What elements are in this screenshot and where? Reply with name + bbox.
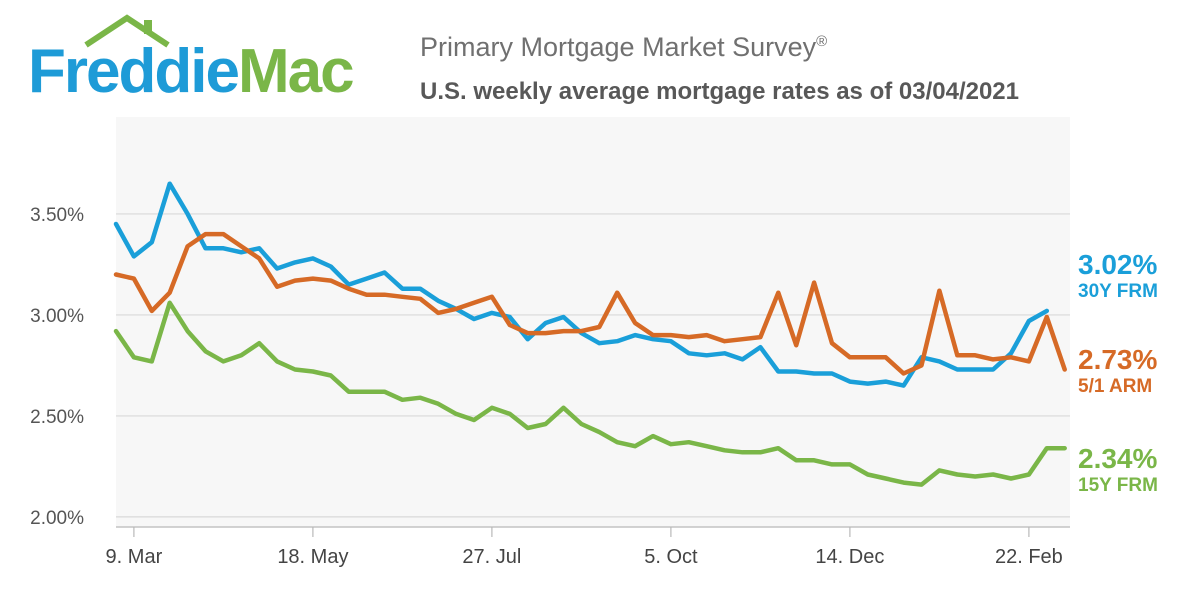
x-tick-label: 27. Jul	[462, 546, 521, 568]
chart-title-text: Primary Mortgage Market Survey	[420, 32, 817, 62]
series-line-5-1-arm	[113, 231, 1067, 376]
chart-subtitle: U.S. weekly average mortgage rates as of…	[420, 78, 1020, 105]
series-name-30y-frm: 30Y FRM	[1078, 281, 1158, 302]
series-lines	[113, 181, 1067, 487]
y-tick-label: 3.00%	[30, 306, 84, 327]
gridlines	[116, 213, 1070, 528]
end-value-30y-frm: 3.02%	[1078, 249, 1158, 280]
plot-background	[116, 117, 1070, 527]
registered-mark: ®	[816, 33, 828, 50]
x-tick-label: 18. May	[277, 546, 348, 568]
y-tick-label: 3.50%	[30, 205, 84, 226]
logo-text-freddie: Freddie	[28, 37, 240, 106]
series-name-15y-frm: 15Y FRM	[1078, 475, 1158, 496]
y-axis-ticks: 2.00% 2.50% 3.00% 3.50%	[30, 205, 84, 529]
logo-text-mac: Mac	[237, 37, 355, 106]
logo-wordmark: FreddieMac	[28, 36, 355, 108]
x-axis-ticks: 9. Mar 18. May 27. Jul 5. Oct 14. Dec 22. Feb	[106, 527, 1063, 568]
chart-title: Primary Mortgage Market Survey®	[420, 32, 827, 63]
end-value-15y-frm: 2.34%	[1078, 443, 1158, 474]
y-tick-label: 2.00%	[30, 508, 84, 529]
end-label-30y-frm: 3.02% 30Y FRM	[1078, 249, 1158, 303]
x-tick-label: 9. Mar	[106, 546, 163, 568]
x-tick-label: 22. Feb	[995, 546, 1063, 568]
freddie-mac-logo: FreddieMac	[22, 14, 382, 106]
house-roof-icon	[84, 14, 170, 48]
end-label-15y-frm: 2.34% 15Y FRM	[1078, 443, 1158, 497]
series-name-5-1-arm: 5/1 ARM	[1078, 376, 1153, 397]
end-label-5-1-arm: 2.73% 5/1 ARM	[1078, 344, 1157, 398]
y-tick-label: 2.50%	[30, 407, 84, 428]
x-tick-label: 14. Dec	[815, 546, 884, 568]
series-line-15y-frm	[113, 300, 1067, 487]
x-tick-label: 5. Oct	[644, 546, 698, 568]
end-value-5-1-arm: 2.73%	[1078, 344, 1158, 375]
